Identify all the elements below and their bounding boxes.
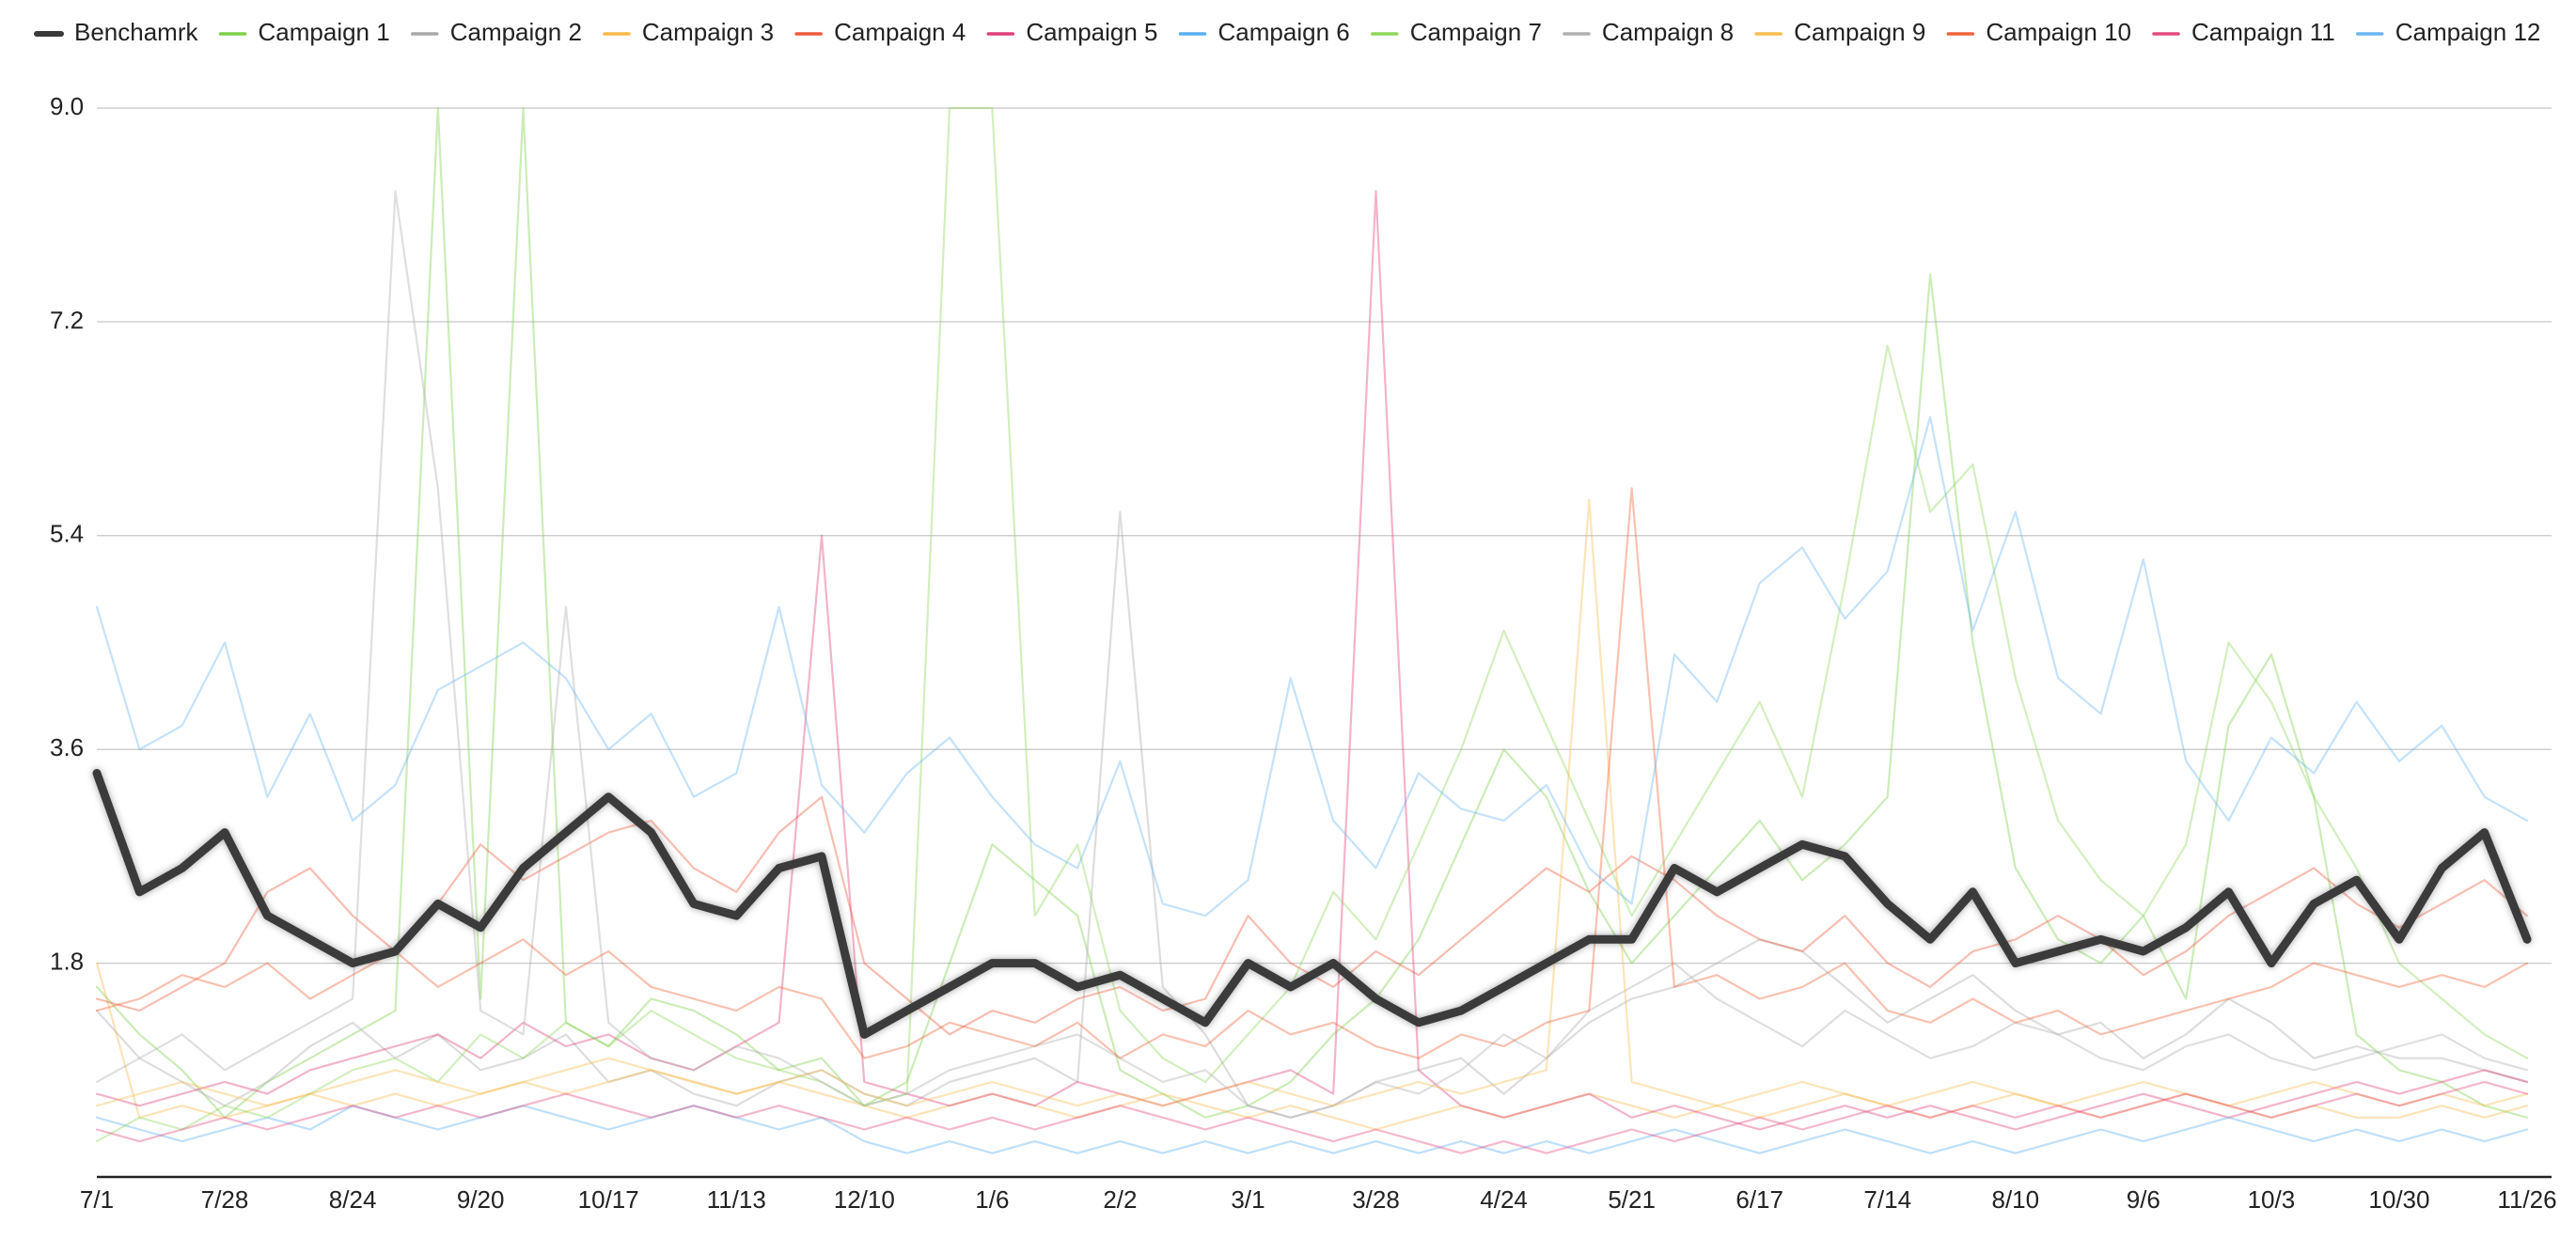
x-tick-label: 9/20: [457, 1185, 505, 1214]
x-tick-label: 7/14: [1863, 1185, 1911, 1214]
legend-label: Campaign 4: [834, 18, 966, 46]
x-tick-label: 11/26: [2497, 1185, 2556, 1214]
series-line: [95, 106, 2529, 1119]
legend-label: Campaign 11: [2191, 18, 2335, 46]
legend: Benchamrk Campaign 1 Campaign 2 Campaign 3 C…: [34, 18, 2541, 46]
benchmark-line: [92, 769, 2532, 1039]
x-tick-label: 2/2: [1103, 1185, 1137, 1214]
legend-label: Campaign 9: [1794, 18, 1925, 46]
series-line: [95, 416, 2529, 917]
legend-label: Campaign 8: [1602, 18, 1734, 46]
plot-area: [92, 106, 2532, 1154]
x-tick-label: 3/1: [1231, 1185, 1264, 1214]
x-tick-label: 12/10: [834, 1185, 895, 1214]
legend-label: Campaign 2: [450, 18, 582, 46]
x-tick-label: 6/17: [1736, 1185, 1783, 1214]
x-tick-label: 7/28: [201, 1185, 249, 1214]
series-line: [95, 1105, 2529, 1154]
x-tick-label: 1/6: [975, 1185, 1009, 1214]
x-tick-label: 8/10: [1991, 1185, 2039, 1214]
legend-label: Campaign 3: [642, 18, 774, 46]
series-line: [95, 190, 2529, 1119]
legend-label: Campaign 6: [1218, 18, 1350, 46]
y-tick-label: 1.8: [50, 947, 84, 975]
x-tick-label: 10/17: [578, 1185, 639, 1214]
grid: [97, 107, 2552, 965]
x-tick-label: 9/6: [2127, 1185, 2160, 1214]
legend-label: Campaign 5: [1026, 18, 1157, 46]
y-tick-label: 7.2: [50, 306, 84, 334]
x-tick-label: 8/24: [329, 1185, 377, 1214]
x-tick-label: 11/13: [707, 1185, 766, 1214]
x-tick-label: 5/21: [1608, 1185, 1656, 1214]
legend-label: Campaign 1: [259, 18, 390, 46]
x-tick-label: 10/30: [2368, 1185, 2429, 1214]
series-line: [95, 190, 2529, 1131]
legend-label: Campaign 7: [1410, 18, 1542, 46]
series-line: [95, 487, 2529, 1059]
y-tick-label: 3.6: [50, 733, 84, 761]
x-tick-label: 7/1: [80, 1185, 114, 1214]
series-line: [95, 962, 2529, 1131]
y-tick-label: 9.0: [50, 92, 84, 120]
legend-label: Benchamrk: [74, 18, 198, 46]
series-line: [95, 106, 2529, 1143]
y-tick-label: 5.4: [50, 520, 84, 548]
series-line: [95, 1080, 2529, 1154]
legend-label: Campaign 12: [2395, 18, 2541, 46]
x-tick-label: 10/3: [2248, 1185, 2296, 1214]
x-tick-label: 3/28: [1352, 1185, 1400, 1214]
x-tick-label: 4/24: [1480, 1185, 1528, 1214]
series-line: [95, 510, 2529, 1119]
axis-labels: 1.8 3.6 5.4 7.2 9.0 7/1 7/28 8/24 9/20 10/17 11/13…: [50, 92, 2557, 1214]
legend-label: Campaign 10: [1986, 18, 2131, 46]
series-line: [95, 498, 2529, 1107]
